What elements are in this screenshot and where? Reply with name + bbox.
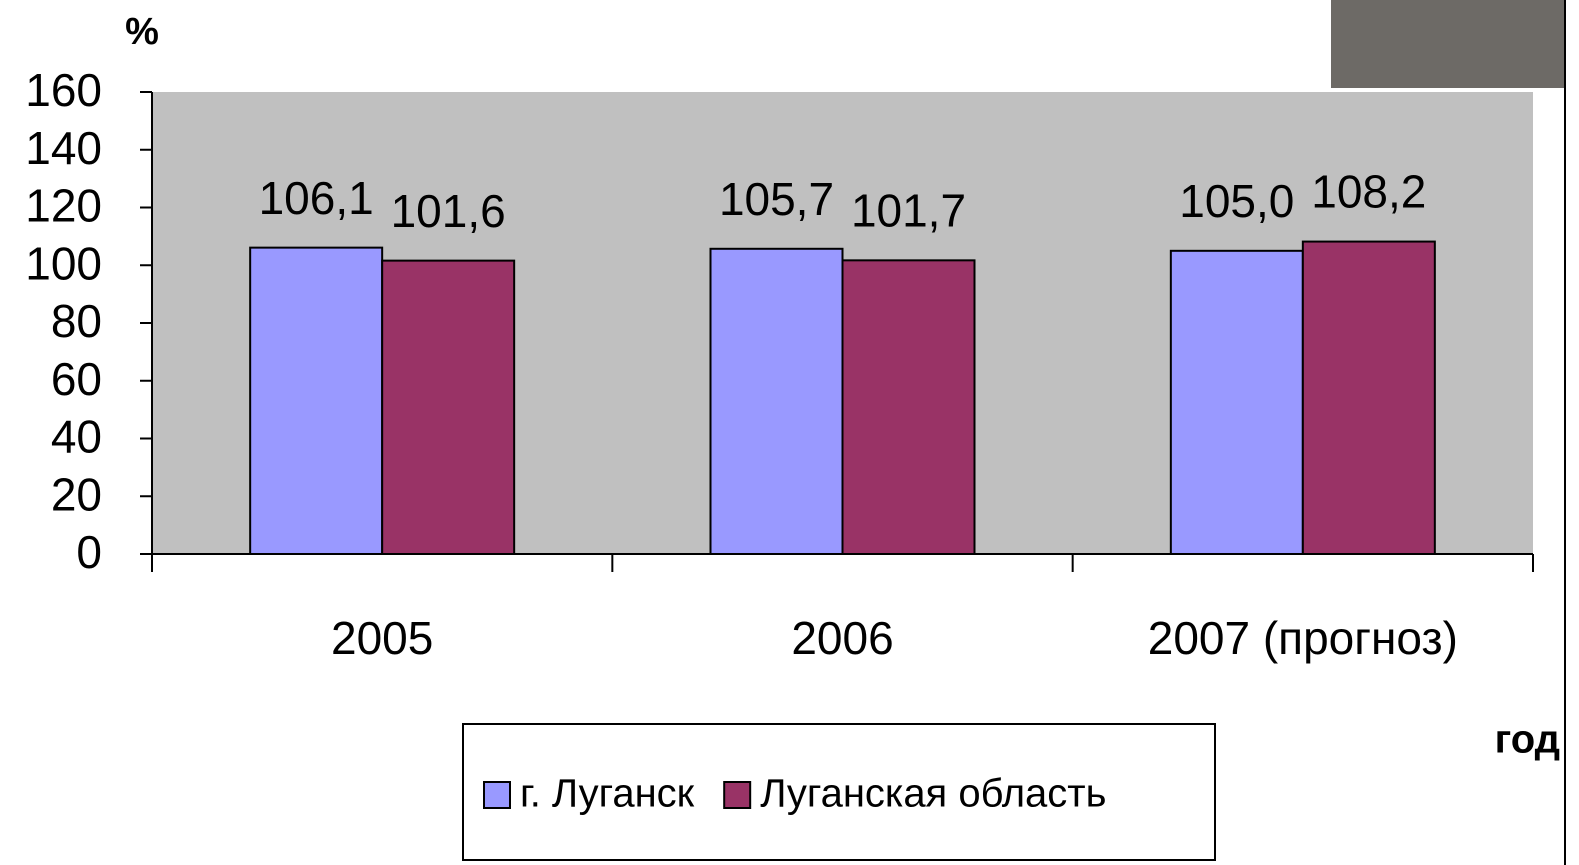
bar xyxy=(249,246,384,555)
value-label: 105,7 xyxy=(719,173,834,225)
legend-label: Луганская область xyxy=(760,772,1106,816)
y-tick-label: 20 xyxy=(51,468,102,520)
x-tick-label: 2006 xyxy=(791,612,893,664)
photo-fragment xyxy=(1331,0,1565,88)
y-tick-label: 80 xyxy=(51,295,102,347)
y-tick-label: 40 xyxy=(51,411,102,463)
bar xyxy=(1169,249,1304,555)
y-tick-label: 100 xyxy=(25,237,102,289)
y-tick-label: 160 xyxy=(25,64,102,116)
value-label: 105,0 xyxy=(1179,175,1294,227)
y-tick-label: 0 xyxy=(76,526,102,578)
legend-box xyxy=(462,723,1216,861)
x-axis-label: год xyxy=(1495,718,1560,762)
value-label: 101,7 xyxy=(851,184,966,236)
y-tick-label: 120 xyxy=(25,180,102,232)
x-tick-label: 2007 (прогноз) xyxy=(1148,612,1458,664)
value-label: 108,2 xyxy=(1311,166,1426,218)
y-tick-label: 140 xyxy=(25,122,102,174)
legend-label: г. Луганск xyxy=(520,772,695,816)
value-label: 106,1 xyxy=(259,172,374,224)
bar xyxy=(841,259,976,555)
bar xyxy=(1301,240,1436,555)
y-tick-label: 60 xyxy=(51,353,102,405)
value-label: 101,6 xyxy=(391,185,506,237)
legend-swatch xyxy=(723,781,752,809)
bar xyxy=(381,259,516,555)
y-axis-label: % xyxy=(125,11,159,53)
legend-swatch xyxy=(483,781,511,809)
x-tick-label: 2005 xyxy=(331,612,433,664)
bar xyxy=(709,247,844,555)
